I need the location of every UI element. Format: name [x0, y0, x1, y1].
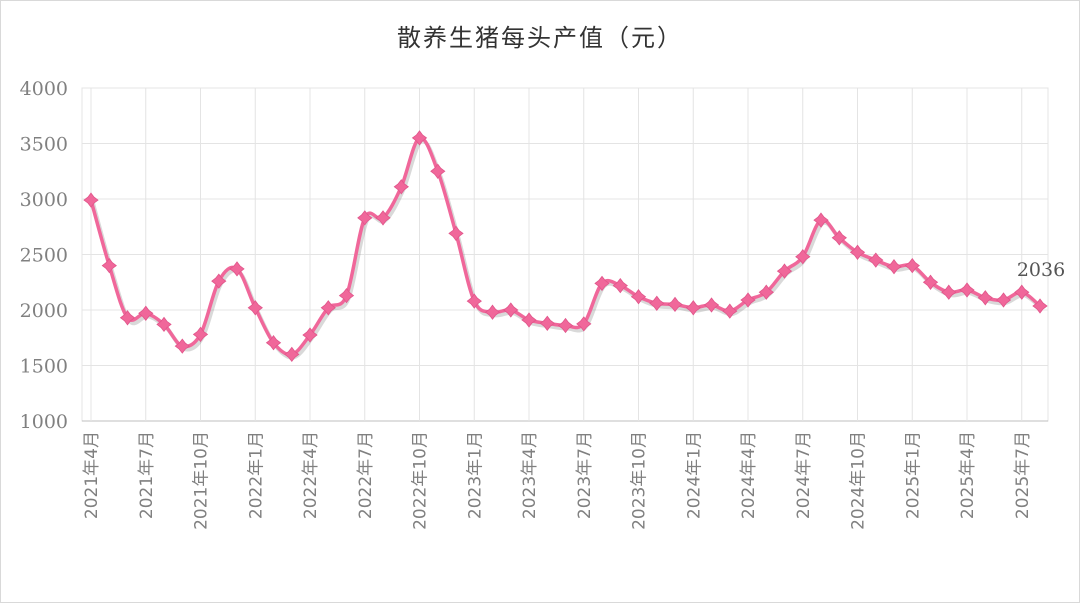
data-point	[557, 317, 574, 334]
y-tick-label: 4000	[20, 78, 68, 100]
x-tick-label: 2025年1月	[903, 431, 923, 519]
data-point	[630, 289, 647, 305]
data-point	[813, 212, 829, 228]
data-point	[338, 287, 355, 304]
x-tick-label: 2025年7月	[1013, 431, 1033, 519]
data-point	[1014, 284, 1030, 300]
x-tick-label: 2022年4月	[301, 431, 321, 519]
data-point	[302, 327, 318, 343]
x-tick-label: 2023年1月	[465, 431, 485, 519]
grid-lines	[81, 87, 1049, 422]
data-point	[758, 284, 774, 300]
data-point	[703, 297, 720, 313]
y-tick-label: 1500	[20, 356, 68, 378]
data-point	[776, 263, 793, 279]
data-point	[448, 225, 464, 242]
data-point	[503, 302, 519, 318]
data-point	[612, 277, 628, 294]
data-point	[722, 303, 738, 319]
y-tick-label: 3500	[20, 134, 68, 156]
series-markers	[83, 130, 1048, 363]
x-tick-label: 2021年4月	[82, 431, 102, 519]
data-point	[868, 252, 884, 268]
data-point	[740, 292, 756, 308]
data-point	[211, 273, 227, 289]
data-point	[667, 296, 683, 313]
data-point	[995, 292, 1012, 308]
chart-title: 散养生猪每头产值（元）	[397, 24, 683, 52]
x-tick-label: 2024年7月	[794, 431, 814, 519]
data-labels: 2036	[1017, 259, 1065, 281]
x-tick-label: 2024年1月	[684, 431, 704, 519]
data-point	[795, 249, 811, 265]
data-point	[229, 261, 245, 277]
x-tick-label: 2023年7月	[575, 431, 595, 519]
data-point	[357, 210, 373, 226]
data-point	[649, 295, 665, 311]
data-point	[904, 257, 920, 274]
x-tick-label: 2022年10月	[411, 431, 431, 530]
data-point	[138, 305, 154, 321]
y-tick-label: 2000	[20, 300, 68, 322]
x-tick-label: 2021年10月	[192, 431, 212, 530]
data-point	[393, 179, 409, 195]
data-point	[685, 300, 701, 316]
data-point	[594, 275, 610, 292]
data-point	[959, 282, 975, 298]
x-axis-ticks: 2021年4月 2021年7月 2021年10月 2022年1月 2022年4月 2022…	[82, 431, 1033, 530]
x-tick-label: 2023年4月	[520, 431, 540, 519]
data-point	[922, 274, 939, 290]
x-tick-label: 2025年4月	[958, 431, 978, 519]
data-point	[977, 290, 993, 306]
data-point	[83, 192, 99, 208]
x-tick-label: 2022年7月	[356, 431, 376, 519]
data-point	[411, 130, 428, 146]
x-tick-label: 2023年10月	[630, 431, 650, 530]
data-point	[320, 300, 336, 316]
x-tick-label: 2022年1月	[246, 431, 266, 519]
data-point	[466, 293, 482, 309]
data-point	[247, 300, 263, 316]
data-point	[265, 335, 282, 351]
data-point	[119, 310, 136, 326]
data-point	[101, 257, 117, 274]
y-axis-ticks: 1000 1500 2000 2500 3000 3500 4000	[20, 78, 68, 433]
data-point	[849, 244, 866, 260]
data-point	[375, 210, 391, 226]
y-tick-label: 1000	[20, 411, 68, 433]
y-tick-label: 2500	[20, 245, 68, 267]
data-point	[539, 315, 555, 331]
data-point	[1032, 298, 1048, 314]
data-point	[156, 316, 172, 333]
y-tick-label: 3000	[20, 189, 68, 211]
x-tick-label: 2021年7月	[137, 431, 157, 519]
data-point	[576, 316, 592, 332]
x-tick-label: 2024年10月	[849, 431, 869, 530]
data-point	[174, 338, 190, 354]
data-point	[284, 346, 300, 363]
data-point	[886, 259, 902, 275]
data-label: 2036	[1017, 259, 1065, 281]
data-point	[430, 163, 446, 179]
data-point	[941, 284, 957, 300]
data-point	[521, 312, 537, 328]
data-point	[484, 304, 501, 320]
x-tick-label: 2024年4月	[739, 431, 759, 519]
data-point	[831, 230, 847, 246]
data-point	[192, 326, 209, 343]
